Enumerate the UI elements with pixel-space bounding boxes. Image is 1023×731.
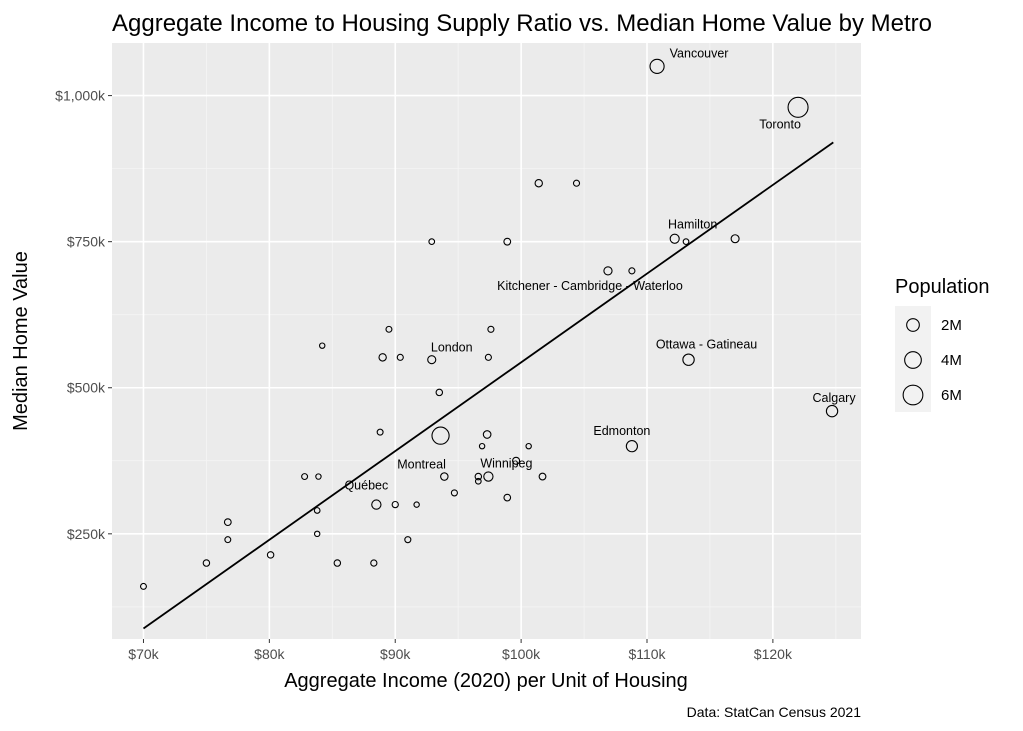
data-point	[572, 179, 581, 187]
legend-key-circle	[904, 351, 922, 369]
x-tick-label: $110k	[628, 646, 666, 662]
data-point-toronto	[787, 96, 809, 118]
data-point	[474, 477, 482, 485]
data-point-london	[427, 355, 437, 365]
data-point	[538, 472, 547, 481]
legend-key-circle	[906, 318, 920, 332]
point-label: Montreal	[397, 458, 446, 472]
data-points	[139, 58, 839, 590]
data-point	[333, 559, 342, 567]
data-point	[139, 582, 147, 590]
data-point-vancouver	[649, 58, 665, 74]
data-point	[404, 536, 412, 544]
point-label: Québec	[344, 479, 388, 493]
x-tick-label: $70k	[128, 646, 159, 662]
data-point	[313, 507, 321, 514]
data-point	[223, 518, 232, 527]
legend-entry-label: 4M	[941, 352, 962, 369]
y-tick-label: $1,000k	[55, 88, 106, 104]
point-label: Ottawa - Gatineau	[656, 338, 757, 352]
trend-line	[142, 141, 834, 630]
caption: Data: StatCan Census 2021	[687, 704, 862, 720]
point-label: Toronto	[759, 117, 801, 131]
data-point	[440, 472, 449, 481]
data-point	[478, 442, 486, 450]
data-point	[428, 238, 436, 246]
data-point	[503, 237, 512, 246]
data-point	[534, 179, 543, 188]
data-point-calgary	[825, 404, 839, 418]
legend: Population 2M 4M 6M	[895, 276, 990, 412]
x-tick-label: $100k	[502, 646, 541, 662]
data-point	[385, 325, 393, 333]
trend-line-group	[142, 141, 834, 630]
data-point	[370, 559, 378, 567]
y-tick-label: $250k	[67, 526, 106, 542]
data-point	[315, 473, 322, 480]
point-label: Winnipeg	[480, 457, 532, 471]
data-point	[503, 493, 512, 502]
data-point	[484, 353, 492, 361]
data-point	[313, 530, 321, 538]
y-axis-ticks: $250k $500k $750k $1,000k	[55, 88, 112, 542]
legend-title: Population	[895, 276, 990, 298]
point-labels: Toronto Vancouver Montreal Calgary Edmonton O…	[344, 46, 856, 492]
x-tick-label: $90k	[380, 646, 411, 662]
point-label: Hamilton	[668, 218, 717, 232]
data-point-kitchener-cambridge-waterloo	[603, 266, 613, 276]
plot-panel	[112, 43, 861, 639]
data-point-ottawa-gatineau	[682, 353, 695, 366]
data-point	[378, 353, 387, 362]
data-point	[512, 456, 521, 465]
data-point	[376, 428, 384, 436]
data-point	[682, 238, 690, 246]
data-point-edmonton	[625, 440, 639, 453]
point-label: Vancouver	[670, 46, 729, 60]
data-point	[628, 267, 636, 275]
point-label: Edmonton	[593, 424, 650, 438]
major-gridlines	[112, 43, 861, 639]
x-tick-label: $120k	[754, 646, 793, 662]
data-point-winnipeg	[483, 471, 494, 482]
data-point	[487, 325, 495, 333]
x-tick-label: $80k	[254, 646, 285, 662]
point-label: London	[431, 341, 473, 355]
data-point	[391, 500, 399, 509]
point-label: Calgary	[813, 391, 857, 405]
data-point	[224, 536, 232, 544]
y-axis-title: Median Home Value	[10, 251, 32, 431]
x-axis-ticks: $70k $80k $90k $100k $110k $120k	[128, 639, 793, 662]
data-point	[525, 442, 532, 450]
data-point	[301, 473, 309, 481]
data-point	[266, 551, 275, 559]
legend-key-background	[895, 306, 931, 412]
data-point-hamilton	[669, 233, 680, 244]
data-point-montreal	[431, 426, 450, 445]
data-point	[730, 234, 740, 244]
data-point	[482, 430, 492, 439]
data-point	[202, 559, 211, 567]
data-point	[435, 388, 444, 397]
point-label: Kitchener - Cambridge - Waterloo	[497, 279, 683, 293]
data-point	[474, 472, 483, 481]
minor-gridlines	[112, 43, 861, 639]
data-point-qu-bec	[371, 499, 382, 510]
x-axis-title: Aggregate Income (2020) per Unit of Hous…	[284, 670, 688, 692]
data-point	[396, 353, 404, 361]
legend-entry-label: 2M	[941, 317, 962, 334]
data-point	[413, 501, 420, 508]
legend-key-circle	[902, 384, 924, 406]
y-tick-label: $750k	[67, 234, 106, 250]
legend-entry-label: 6M	[941, 387, 962, 404]
data-point	[450, 489, 458, 497]
data-point	[318, 342, 326, 349]
y-tick-label: $500k	[67, 380, 106, 396]
chart-title: Aggregate Income to Housing Supply Ratio…	[112, 10, 932, 37]
